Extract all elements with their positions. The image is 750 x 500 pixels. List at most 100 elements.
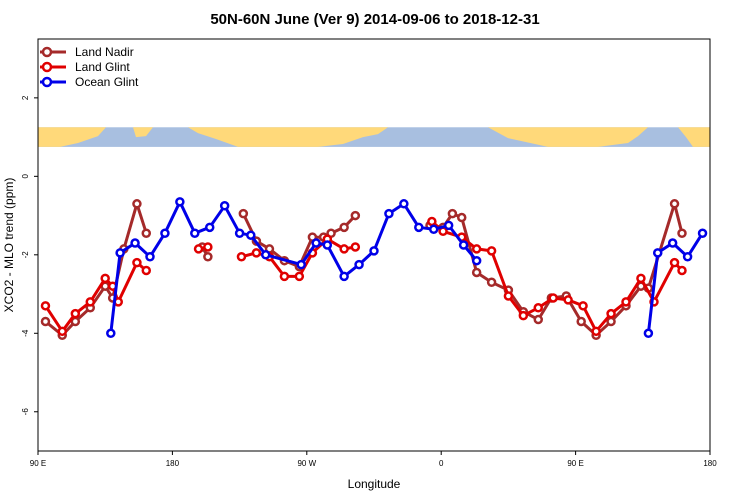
ocean-glint-line [646,232,704,334]
land-glint-point [621,297,631,307]
land-glint-point [85,297,96,307]
land-glint-point [533,303,544,313]
land-nadir-point [606,316,616,327]
land-nadir-point [203,252,213,262]
land-glint-point [350,242,361,252]
land-glint-line [44,261,148,333]
land-glint-point [40,301,51,311]
land-glint-point [548,293,558,303]
land-glint-point [578,301,588,311]
y-tick-label: -4 [21,329,30,337]
map-land [488,127,648,147]
land-nadir-point [456,212,467,223]
land-glint-point [70,308,81,319]
ocean-glint-point [204,222,215,233]
ocean-glint-point [682,252,693,262]
land-glint-point [677,265,687,276]
y-tick-label: 0 [21,174,30,179]
ocean-glint-point [322,240,333,250]
ocean-glint-point [339,271,349,282]
y-tick-label: -2 [21,251,30,259]
ocean-glint-point [219,201,230,211]
land-nadir-point [447,208,458,219]
land-nadir-point [350,210,361,221]
ocean-glint-point [369,246,379,256]
chart-title: 50N-60N June (Ver 9) 2014-09-06 to 2018-… [210,11,539,28]
land-glint-point [518,310,529,321]
land-glint-point [669,257,680,268]
land-nadir-point [40,316,51,327]
ocean-glint-point [643,328,654,339]
land-nadir-point [238,208,249,219]
ocean-glint-point [260,250,271,260]
land-nadir-line [429,202,684,337]
ocean-glint-point [296,259,306,270]
land-glint-point [503,291,514,301]
land-glint-point [591,326,601,337]
land-nadir-point [339,222,349,233]
plot-frame [37,38,711,452]
land-glint-point [339,244,349,254]
map-land [133,127,153,138]
ocean-glint-point [471,255,482,266]
legend-label-land-nadir: Land Nadir [75,45,134,59]
land-nadir-point [486,277,497,288]
land-glint-point [294,271,305,282]
series-layer [40,197,708,340]
x-tick-label: 180 [166,459,180,468]
x-tick-label: 90 E [567,459,583,468]
ocean-glint-point [667,238,678,248]
land-glint-point [471,244,482,254]
land-nadir-line [241,212,357,269]
ocean-glint-point [428,224,439,235]
land-glint-point [236,252,247,262]
ocean-glint-point [106,328,116,339]
ocean-glint-line [109,200,478,334]
land-glint-point [203,242,213,252]
land-glint-point [636,273,646,284]
land-nadir-point [533,314,544,325]
y-tick-label: 2 [21,95,30,100]
ocean-glint-point [246,230,256,240]
land-nadir-point [141,228,152,238]
x-tick-label: 90 W [297,459,316,468]
ocean-glint-point [697,228,708,238]
land-glint-point [427,216,437,227]
land-nadir-point [677,228,687,238]
ocean-glint-point [443,220,454,231]
ocean-glint-point [652,248,663,258]
ocean-glint-point [160,228,170,238]
map-land [188,127,388,147]
map-land [38,127,106,147]
map-land [678,127,710,147]
x-axis: 90 E 180 90 W 0 90 E 180 [30,451,717,468]
y-axis-label: XCO2 - MLO trend (ppm) [2,178,16,313]
land-nadir-point [471,267,482,278]
land-glint-point [100,273,110,284]
world-map-strip [38,127,710,147]
land-nadir-point [669,199,680,209]
ocean-glint-point [311,238,321,248]
y-axis: 2 0 -2 -4 -6 [21,95,38,415]
legend-label-land-glint: Land Glint [75,60,130,74]
x-tick-label: 180 [703,459,717,468]
land-glint-point [486,246,497,256]
land-glint-point [563,295,573,305]
land-nadir-point [132,199,142,209]
x-axis-label: Longitude [348,477,401,491]
ocean-glint-point [414,222,424,233]
ocean-glint-point [399,199,409,209]
land-glint-point [141,265,152,276]
ocean-glint-point [115,248,125,258]
y-tick-label: -6 [21,408,30,416]
land-nadir-line [44,202,148,337]
legend-marker-land-glint [41,61,53,73]
ocean-glint-point [354,259,364,270]
ocean-glint-point [458,240,469,250]
legend-marker-ocean-glint [41,76,53,88]
ocean-glint-point [384,208,394,219]
land-glint-point [279,271,290,282]
ocean-glint-point [175,197,185,207]
